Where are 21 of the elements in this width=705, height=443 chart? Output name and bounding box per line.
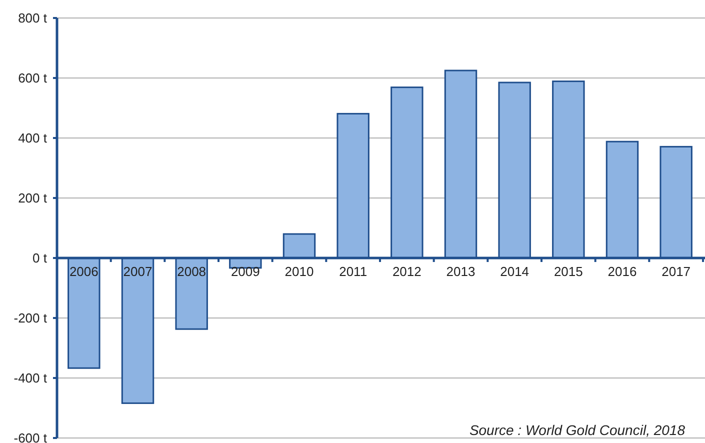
y-tick-label: -600 t [14, 430, 48, 443]
x-tick-label: 2008 [177, 264, 206, 279]
x-tick-label: 2007 [123, 264, 152, 279]
x-tick-label: 2010 [284, 264, 314, 279]
x-tick-label: 2017 [662, 264, 691, 279]
y-tick-label: 0 t [32, 250, 48, 266]
y-tick-label: 400 t [18, 130, 48, 146]
x-tick-label: 2013 [446, 264, 476, 279]
y-tick-label: 600 t [18, 70, 48, 86]
y-tick-label: 200 t [18, 190, 48, 206]
y-tick-label: -400 t [14, 370, 48, 386]
x-tick-label: 2015 [554, 264, 583, 279]
x-tick-label: 2014 [500, 264, 530, 279]
x-tick-label: 2012 [392, 264, 422, 279]
y-tick-label: -200 t [14, 310, 48, 326]
x-tick-label: 2011 [339, 264, 368, 279]
x-tick-label: 2009 [230, 264, 260, 279]
annotation: Source : World Gold Council, 2018 [469, 422, 686, 438]
x-tick-label: 2006 [69, 264, 98, 279]
y-tick-label: 800 t [18, 10, 48, 26]
x-tick-label: 2016 [608, 264, 637, 279]
